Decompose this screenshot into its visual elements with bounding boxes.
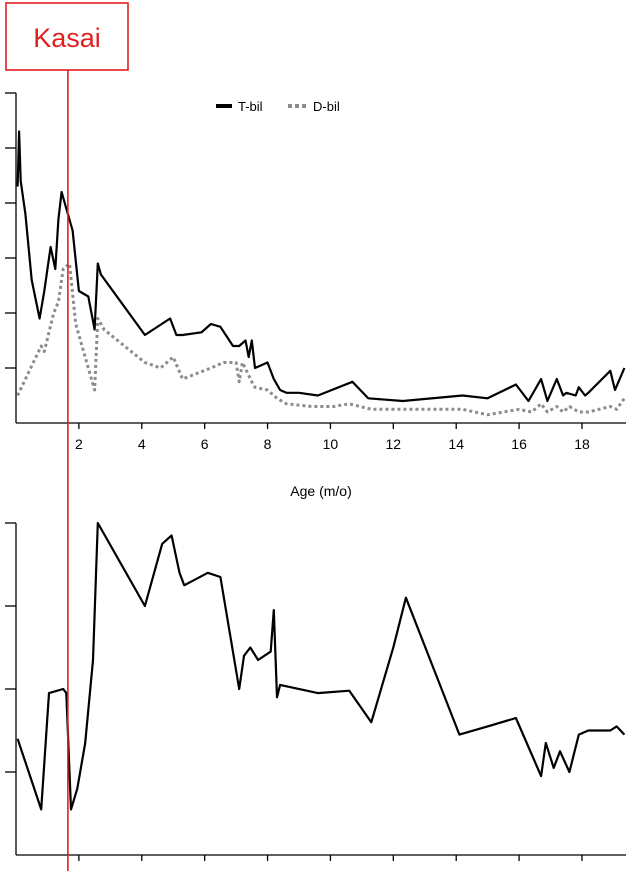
top-series-line-t-bil bbox=[16, 130, 626, 403]
legend-label-t-bil: T-bil bbox=[238, 99, 263, 114]
x-tick-label: 14 bbox=[448, 436, 464, 452]
x-tick-label: 6 bbox=[201, 436, 209, 452]
top-chart: 2 4 6 8 10 12 14 16 18 T-bil D-bil Age (m/o) bbox=[5, 92, 626, 499]
kasai-label: Kasai bbox=[33, 23, 101, 53]
x-tick-label: 2 bbox=[75, 436, 83, 452]
top-series-line-d-bil bbox=[16, 262, 626, 417]
bottom-y-ticks bbox=[5, 522, 16, 773]
x-tick-label: 4 bbox=[138, 436, 146, 452]
bottom-chart bbox=[5, 521, 626, 861]
x-tick-label: 18 bbox=[574, 436, 590, 452]
bottom-series bbox=[16, 521, 626, 811]
x-axis-title: Age (m/o) bbox=[290, 483, 351, 499]
bottom-series-line-0 bbox=[16, 521, 626, 811]
legend: T-bil D-bil bbox=[216, 99, 340, 114]
kasai-label-box bbox=[5, 2, 129, 71]
top-series bbox=[16, 130, 626, 417]
x-tick-label: 16 bbox=[511, 436, 527, 452]
x-tick-label: 12 bbox=[386, 436, 402, 452]
x-tick-label: 8 bbox=[264, 436, 272, 452]
top-x-ticks: 2 4 6 8 10 12 14 16 18 bbox=[75, 423, 590, 452]
legend-label-d-bil: D-bil bbox=[313, 99, 340, 114]
kasai-annotation: Kasai bbox=[5, 2, 129, 871]
top-y-ticks bbox=[5, 92, 16, 369]
x-tick-label: 10 bbox=[323, 436, 339, 452]
bottom-x-ticks bbox=[78, 855, 583, 861]
